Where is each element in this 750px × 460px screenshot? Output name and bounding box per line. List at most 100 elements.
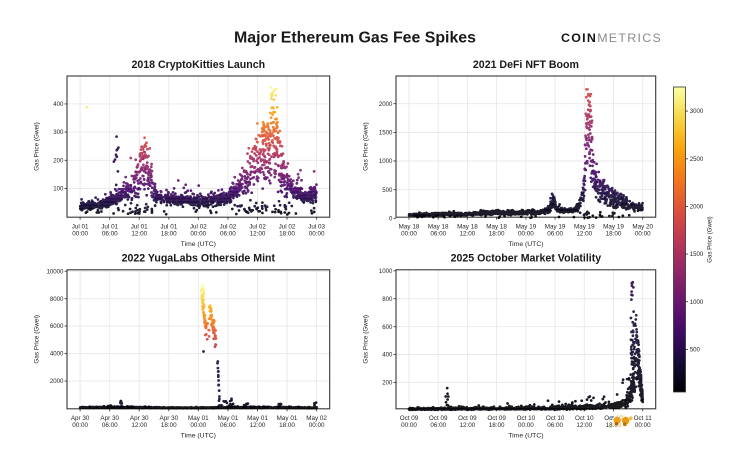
svg-text:Gas Price (Gwei): Gas Price (Gwei) <box>363 122 370 171</box>
svg-text:00:00: 00:00 <box>309 231 325 238</box>
svg-text:Jul 02: Jul 02 <box>279 224 296 231</box>
svg-text:00:00: 00:00 <box>190 422 206 429</box>
svg-text:800: 800 <box>382 296 393 303</box>
svg-text:100: 100 <box>53 186 64 193</box>
svg-text:Jul 02: Jul 02 <box>219 224 236 231</box>
svg-text:4000: 4000 <box>50 351 64 358</box>
svg-text:Gas Price (Gwei): Gas Price (Gwei) <box>707 216 714 262</box>
svg-text:2000: 2000 <box>50 378 64 385</box>
svg-text:May 18: May 18 <box>399 224 420 231</box>
svg-text:12:00: 12:00 <box>576 422 592 429</box>
svg-text:18:00: 18:00 <box>279 422 295 429</box>
svg-text:COINMETRICS: COINMETRICS <box>561 31 662 45</box>
svg-text:00:00: 00:00 <box>72 422 88 429</box>
svg-text:1000: 1000 <box>690 299 704 306</box>
svg-text:Apr 30: Apr 30 <box>71 415 90 422</box>
svg-text:May 02: May 02 <box>306 415 327 422</box>
svg-text:May 19: May 19 <box>574 224 595 231</box>
svg-text:May 01: May 01 <box>277 415 298 422</box>
svg-text:18:00: 18:00 <box>279 231 295 238</box>
svg-text:Oct 09: Oct 09 <box>400 415 419 422</box>
svg-text:Time (UTC): Time (UTC) <box>181 433 216 440</box>
svg-text:06:00: 06:00 <box>430 231 446 238</box>
svg-text:Oct 11: Oct 11 <box>634 415 653 422</box>
svg-text:00:00: 00:00 <box>401 231 417 238</box>
svg-text:400: 400 <box>382 352 393 359</box>
svg-text:Oct 10: Oct 10 <box>546 415 565 422</box>
svg-text:Oct 10: Oct 10 <box>575 415 594 422</box>
svg-text:Jul 01: Jul 01 <box>72 224 89 231</box>
svg-text:18:00: 18:00 <box>489 231 505 238</box>
svg-text:Gas Price (Gwei): Gas Price (Gwei) <box>34 122 41 171</box>
svg-text:May 19: May 19 <box>516 224 537 231</box>
svg-text:Jul 02: Jul 02 <box>249 224 266 231</box>
svg-text:1500: 1500 <box>690 251 704 258</box>
svg-text:12:00: 12:00 <box>576 231 592 238</box>
svg-text:2018 CryptoKitties Launch: 2018 CryptoKitties Launch <box>131 59 265 71</box>
svg-text:12:00: 12:00 <box>131 422 147 429</box>
svg-text:00:00: 00:00 <box>72 231 88 238</box>
svg-text:May 19: May 19 <box>603 224 624 231</box>
svg-text:Jul 01: Jul 01 <box>131 224 148 231</box>
svg-text:May 01: May 01 <box>247 415 268 422</box>
svg-text:400: 400 <box>53 101 64 108</box>
svg-text:00:00: 00:00 <box>190 231 206 238</box>
svg-text:06:00: 06:00 <box>102 231 118 238</box>
svg-text:00:00: 00:00 <box>518 231 534 238</box>
svg-text:Major Ethereum Gas Fee Spikes: Major Ethereum Gas Fee Spikes <box>234 30 476 47</box>
svg-text:00:00: 00:00 <box>401 422 417 429</box>
svg-text:200: 200 <box>382 380 393 387</box>
svg-text:Apr 30: Apr 30 <box>130 415 149 422</box>
svg-text:200: 200 <box>53 157 64 164</box>
svg-text:1500: 1500 <box>379 130 393 137</box>
svg-text:2022 YugaLabs Otherside Mint: 2022 YugaLabs Otherside Mint <box>122 253 276 265</box>
svg-text:06:00: 06:00 <box>430 422 446 429</box>
svg-text:Oct 09: Oct 09 <box>429 415 448 422</box>
svg-text:May 18: May 18 <box>428 224 449 231</box>
svg-text:6000: 6000 <box>50 323 64 330</box>
svg-text:18:00: 18:00 <box>161 231 177 238</box>
svg-text:Time (UTC): Time (UTC) <box>508 241 543 248</box>
svg-text:Oct 10: Oct 10 <box>517 415 536 422</box>
svg-text:300: 300 <box>53 129 64 136</box>
svg-text:May 19: May 19 <box>545 224 566 231</box>
svg-text:2500: 2500 <box>690 156 704 163</box>
svg-text:Gas Price (Gwei): Gas Price (Gwei) <box>34 315 41 364</box>
svg-text:Jul 01: Jul 01 <box>160 224 177 231</box>
svg-text:0: 0 <box>389 215 393 222</box>
svg-text:May 18: May 18 <box>457 224 478 231</box>
svg-text:12:00: 12:00 <box>250 231 266 238</box>
svg-text:May 01: May 01 <box>188 415 209 422</box>
svg-text:Jul 01: Jul 01 <box>101 224 118 231</box>
svg-text:May 18: May 18 <box>486 224 507 231</box>
svg-text:18:00: 18:00 <box>489 422 505 429</box>
svg-text:Jul 02: Jul 02 <box>190 224 207 231</box>
svg-text:8000: 8000 <box>50 296 64 303</box>
svg-text:00:00: 00:00 <box>635 231 651 238</box>
svg-text:600: 600 <box>382 324 393 331</box>
svg-text:2000: 2000 <box>379 101 393 108</box>
svg-text:00:00: 00:00 <box>635 422 651 429</box>
svg-text:Apr 30: Apr 30 <box>100 415 119 422</box>
svg-text:Apr 30: Apr 30 <box>160 415 179 422</box>
svg-text:3000: 3000 <box>690 108 704 115</box>
svg-text:500: 500 <box>382 187 393 194</box>
svg-text:06:00: 06:00 <box>547 422 563 429</box>
svg-text:Jul 03: Jul 03 <box>308 224 325 231</box>
svg-text:Time (UTC): Time (UTC) <box>508 433 543 440</box>
svg-text:12:00: 12:00 <box>250 422 266 429</box>
svg-text:18:00: 18:00 <box>606 422 622 429</box>
svg-text:Time (UTC): Time (UTC) <box>181 241 216 248</box>
svg-text:12:00: 12:00 <box>460 231 476 238</box>
svg-text:10000: 10000 <box>46 268 64 275</box>
svg-text:00:00: 00:00 <box>518 422 534 429</box>
svg-text:06:00: 06:00 <box>102 422 118 429</box>
svg-text:2021 DeFi NFT Boom: 2021 DeFi NFT Boom <box>473 59 579 71</box>
svg-text:00:00: 00:00 <box>309 422 325 429</box>
svg-text:18:00: 18:00 <box>161 422 177 429</box>
svg-text:1000: 1000 <box>379 268 393 275</box>
svg-text:12:00: 12:00 <box>131 231 147 238</box>
svg-text:2000: 2000 <box>690 204 704 211</box>
svg-text:12:00: 12:00 <box>460 422 476 429</box>
svg-text:May 01: May 01 <box>218 415 239 422</box>
